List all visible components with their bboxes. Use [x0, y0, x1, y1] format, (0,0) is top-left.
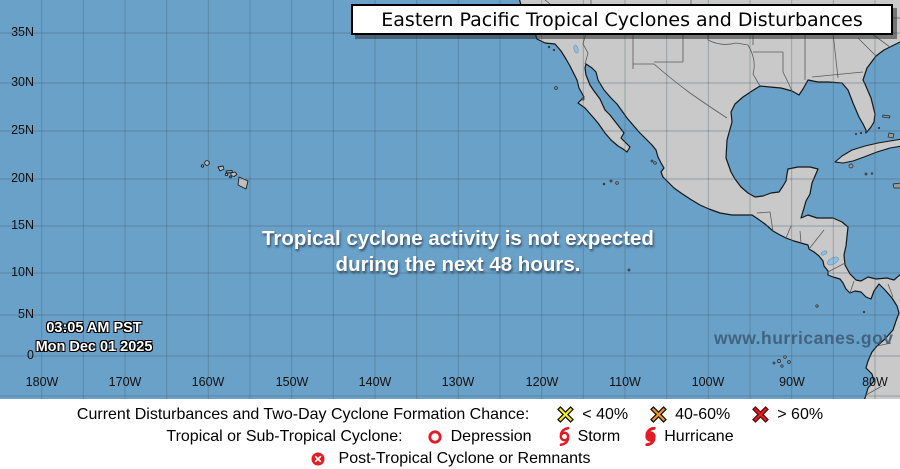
depression-label: Depression: [450, 427, 532, 445]
legend-cyclone-label: Tropical or Sub-Tropical Cyclone:: [166, 427, 403, 445]
legend-item-low-chance: < 40%: [557, 406, 628, 424]
hurricane-icon: [645, 427, 656, 446]
high-chance-label: > 60%: [777, 405, 824, 423]
timestamp-time: 03:05 AM PST: [46, 320, 142, 336]
storm-label: Storm: [577, 427, 621, 445]
legend-row-formation-chance: Current Disturbances and Two-Day Cyclone…: [0, 404, 900, 425]
graticule: [0, 0, 900, 399]
outlook-message: Tropical cyclone activity is not expecte…: [262, 226, 654, 278]
outlook-message-line2: during the next 48 hours.: [335, 253, 581, 276]
map[interactable]: 35N 30N 25N 20N 15N 10N 5N 0 180W 170W 160W 150W 14…: [0, 0, 900, 399]
legend-item-depression: Depression: [427, 428, 532, 446]
legend-item-hurricane: Hurricane: [642, 427, 734, 446]
legend-formation-label: Current Disturbances and Two-Day Cyclone…: [76, 405, 530, 423]
lakes: [573, 44, 839, 266]
legend-item-medium-chance: 40-60%: [650, 406, 730, 424]
hurricane-label: Hurricane: [664, 427, 734, 445]
high-chance-x-icon: [752, 406, 770, 423]
legend-item-storm: Storm: [556, 427, 621, 446]
watermark: www.hurricanes.gov: [714, 328, 894, 348]
landmass-americas: [518, 0, 900, 399]
outlook-message-line1: Tropical cyclone activity is not expecte…: [262, 227, 654, 250]
legend-item-post-tropical: Post-Tropical Cyclone or Remnants: [310, 449, 591, 468]
legend-row-post-tropical: Post-Tropical Cyclone or Remnants: [0, 448, 900, 469]
title-box: Eastern Pacific Tropical Cyclones and Di…: [351, 4, 893, 35]
island-cuba: [834, 138, 900, 164]
low-chance-x-icon: [557, 406, 575, 423]
post-tropical-icon: [311, 452, 325, 465]
islands-hawaii: [200, 160, 249, 190]
post-tropical-label: Post-Tropical Cyclone or Remnants: [338, 449, 591, 467]
storm-icon: [559, 427, 570, 446]
low-chance-label: < 40%: [582, 405, 629, 423]
page-title: Eastern Pacific Tropical Cyclones and Di…: [381, 8, 863, 31]
medium-chance-x-icon: [650, 406, 668, 423]
medium-chance-label: 40-60%: [675, 405, 731, 423]
legend: Current Disturbances and Two-Day Cyclone…: [0, 399, 900, 469]
issuance-timestamp: 03:05 AM PST Mon Dec 01 2025: [36, 319, 153, 357]
timestamp-date: Mon Dec 01 2025: [35, 339, 153, 355]
map-canvas[interactable]: [0, 0, 900, 399]
legend-item-high-chance: > 60%: [752, 406, 823, 424]
depression-icon: [428, 429, 442, 444]
small-islands: [547, 45, 900, 368]
legend-row-cyclone-types: Tropical or Sub-Tropical Cyclone: Depres…: [0, 426, 900, 447]
